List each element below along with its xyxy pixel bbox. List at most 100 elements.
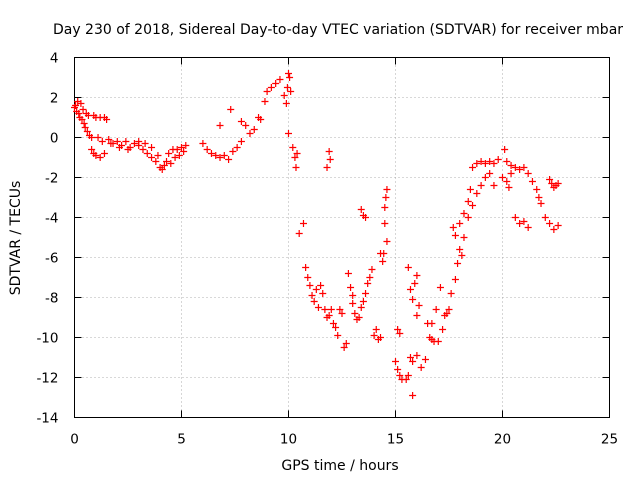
data-point xyxy=(357,304,365,311)
data-point xyxy=(439,326,447,333)
data-point xyxy=(267,84,275,91)
data-point xyxy=(321,306,329,313)
axis-ticks: 0 5 10 15 20 25 -14 -12 -10 -8 -6 -4 -2 0 2 4 xyxy=(36,51,618,448)
data-point xyxy=(327,306,335,313)
data-point xyxy=(75,110,83,117)
data-point xyxy=(336,306,344,313)
data-point xyxy=(550,226,558,233)
data-point xyxy=(466,186,474,193)
data-point xyxy=(171,154,179,161)
data-point xyxy=(160,162,168,169)
data-point xyxy=(103,116,111,123)
data-point xyxy=(220,152,228,159)
data-point xyxy=(79,106,87,113)
data-point xyxy=(80,120,88,127)
data-point xyxy=(359,298,367,305)
data-point xyxy=(78,116,86,123)
data-point xyxy=(473,190,481,197)
data-point xyxy=(524,170,532,177)
y-tick-label: -8 xyxy=(45,291,58,307)
data-point xyxy=(413,312,421,319)
data-point xyxy=(295,230,303,237)
data-point xyxy=(548,180,556,187)
x-tick-label: 5 xyxy=(177,432,186,448)
data-point xyxy=(554,180,562,187)
data-point xyxy=(306,282,314,289)
data-point xyxy=(342,340,350,347)
data-point xyxy=(344,270,352,277)
x-tick-label: 10 xyxy=(280,432,297,448)
data-point xyxy=(152,158,160,165)
data-point xyxy=(283,84,291,91)
data-point xyxy=(225,156,233,163)
data-point xyxy=(242,122,250,129)
data-point xyxy=(349,292,357,299)
data-point xyxy=(417,364,425,371)
data-point xyxy=(229,148,237,155)
data-point xyxy=(293,150,301,157)
data-point xyxy=(505,184,513,191)
data-point xyxy=(325,148,333,155)
data-point xyxy=(541,214,549,221)
data-point xyxy=(180,148,188,155)
y-tick-label: 0 xyxy=(50,131,59,147)
data-point xyxy=(351,310,359,317)
data-point xyxy=(250,126,258,133)
data-point xyxy=(372,326,380,333)
y-tick-label: -4 xyxy=(45,211,58,227)
data-point xyxy=(272,80,280,87)
data-point xyxy=(516,166,524,173)
data-point xyxy=(381,204,389,211)
data-point xyxy=(135,138,143,145)
data-point xyxy=(325,312,333,319)
data-point xyxy=(366,274,374,281)
data-point xyxy=(528,178,536,185)
data-point xyxy=(319,290,327,297)
data-point xyxy=(499,174,506,181)
data-point xyxy=(276,76,284,83)
data-point xyxy=(280,92,288,99)
data-point xyxy=(207,150,215,157)
data-point xyxy=(167,160,175,167)
data-point xyxy=(550,184,558,191)
data-point xyxy=(454,260,462,267)
data-point xyxy=(292,164,300,171)
data-point xyxy=(406,286,414,293)
data-point xyxy=(216,154,224,161)
data-point xyxy=(115,144,123,151)
data-point xyxy=(323,164,331,171)
y-tick-label: 2 xyxy=(50,91,59,107)
data-point xyxy=(299,220,307,227)
data-point xyxy=(212,152,220,159)
data-point xyxy=(158,166,166,173)
data-point xyxy=(310,298,318,305)
data-point xyxy=(261,98,269,105)
x-tick-label: 25 xyxy=(601,432,618,448)
data-point xyxy=(486,158,494,165)
data-point xyxy=(203,146,211,153)
data-point xyxy=(447,290,455,297)
data-point xyxy=(124,146,132,153)
data-point xyxy=(428,320,436,327)
data-point xyxy=(380,250,388,257)
x-tick-label: 20 xyxy=(494,432,511,448)
data-point xyxy=(340,344,348,351)
data-points xyxy=(71,70,562,399)
data-point xyxy=(199,140,207,147)
data-point xyxy=(481,174,489,181)
data-point xyxy=(364,280,372,287)
data-point xyxy=(83,128,91,135)
data-point xyxy=(494,156,502,163)
data-point xyxy=(383,186,391,193)
data-point xyxy=(332,324,340,331)
data-point xyxy=(165,150,173,157)
data-point xyxy=(357,206,365,213)
data-point xyxy=(329,320,337,327)
data-point xyxy=(227,106,235,113)
data-point xyxy=(415,302,423,309)
data-point xyxy=(175,152,183,159)
data-point xyxy=(291,154,299,161)
data-point xyxy=(554,222,562,229)
data-point xyxy=(72,102,80,109)
data-point xyxy=(481,160,489,167)
